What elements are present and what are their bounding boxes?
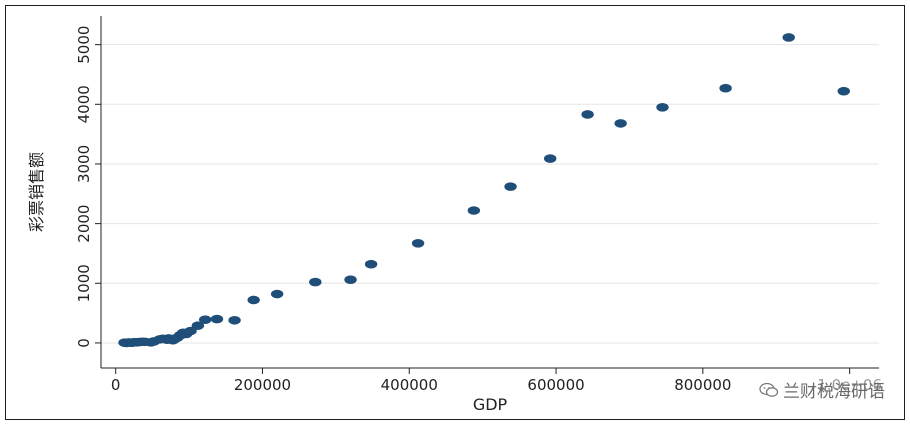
data-point [581, 110, 594, 119]
data-point [656, 102, 669, 112]
data-point [782, 33, 795, 42]
data-point [270, 289, 284, 299]
data-point [467, 206, 481, 215]
data-point [719, 83, 732, 93]
x-tick-label: 400000 [381, 376, 438, 394]
y-axis-title: 彩票销售额 [27, 152, 46, 232]
y-tick-label: 4000 [75, 85, 93, 123]
x-tick-label: 600000 [527, 376, 584, 394]
wechat-icon [759, 382, 779, 397]
y-tick-label: 1000 [75, 264, 93, 302]
y-tick-label: 0 [75, 338, 93, 348]
axes [100, 16, 879, 369]
axis-ticks: 0 1000 2000 3000 4000 5000 0 200000 400000 600000… [75, 26, 882, 394]
scatter-chart: 0 1000 2000 3000 4000 5000 0 200000 400000 600000… [27, 16, 882, 414]
data-point [184, 326, 197, 336]
y-tick-label: 3000 [75, 145, 93, 183]
data-point [344, 275, 357, 285]
data-point [228, 315, 241, 325]
watermark: 兰财税海研语 [756, 376, 888, 403]
data-point [247, 295, 260, 305]
data-point [210, 314, 224, 324]
x-axis-title: GDP [473, 395, 508, 414]
data-point [199, 315, 212, 324]
x-tick-label: 800000 [674, 376, 731, 394]
x-tick-label: 0 [111, 376, 121, 394]
data-point [191, 321, 205, 330]
x-tick-label: 200000 [234, 376, 291, 394]
data-point [837, 86, 850, 96]
data-point [614, 119, 627, 128]
grid-lines [101, 44, 879, 344]
data-point [543, 154, 557, 163]
watermark-text: 兰财税海研语 [783, 382, 885, 402]
chart-frame: 0 1000 2000 3000 4000 5000 0 200000 400000 600000… [5, 5, 905, 420]
data-point [309, 277, 322, 287]
y-tick-label: 2000 [75, 205, 93, 243]
y-tick-label: 5000 [75, 26, 93, 64]
data-points [118, 33, 850, 348]
data-point [411, 239, 425, 248]
data-point [364, 259, 378, 269]
data-point [504, 182, 517, 191]
